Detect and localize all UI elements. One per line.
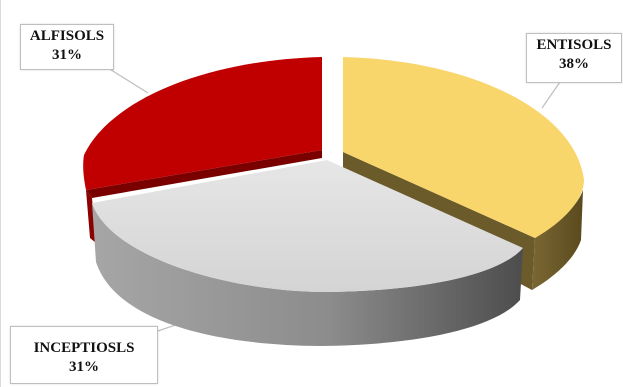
slice-label-inceptiosls: INCEPTIOSLS bbox=[33, 340, 135, 356]
slice-alfisols bbox=[83, 57, 322, 243]
data-label-entisols: ENTISOLS 38% bbox=[526, 33, 622, 83]
data-label-alfisols: ALFISOLS 31% bbox=[20, 24, 114, 70]
slice-entisols-top bbox=[343, 57, 584, 238]
slice-entisols-rim bbox=[532, 190, 583, 290]
slice-inceptiosls bbox=[92, 160, 523, 346]
slice-label-entisols: ENTISOLS bbox=[536, 37, 612, 53]
slice-inceptiosls-top bbox=[92, 160, 523, 292]
data-label-inceptiosls: INCEPTIOSLS 31% bbox=[10, 326, 158, 384]
leader-line-alfisols bbox=[107, 67, 149, 94]
leader-line-entisols bbox=[541, 81, 561, 109]
slice-alfisols-top bbox=[83, 57, 322, 190]
slice-label-alfisols: ALFISOLS bbox=[29, 28, 105, 44]
slice-percent-inceptiosls: 31% bbox=[69, 359, 99, 375]
slice-percent-alfisols: 31% bbox=[52, 47, 82, 63]
slice-alfisols-side bbox=[86, 150, 322, 198]
slice-alfisols-side-lower bbox=[86, 190, 96, 243]
frame-edge bbox=[0, 0, 1, 387]
slice-percent-entisols: 38% bbox=[559, 56, 589, 72]
slice-inceptiosls-side bbox=[92, 203, 523, 346]
